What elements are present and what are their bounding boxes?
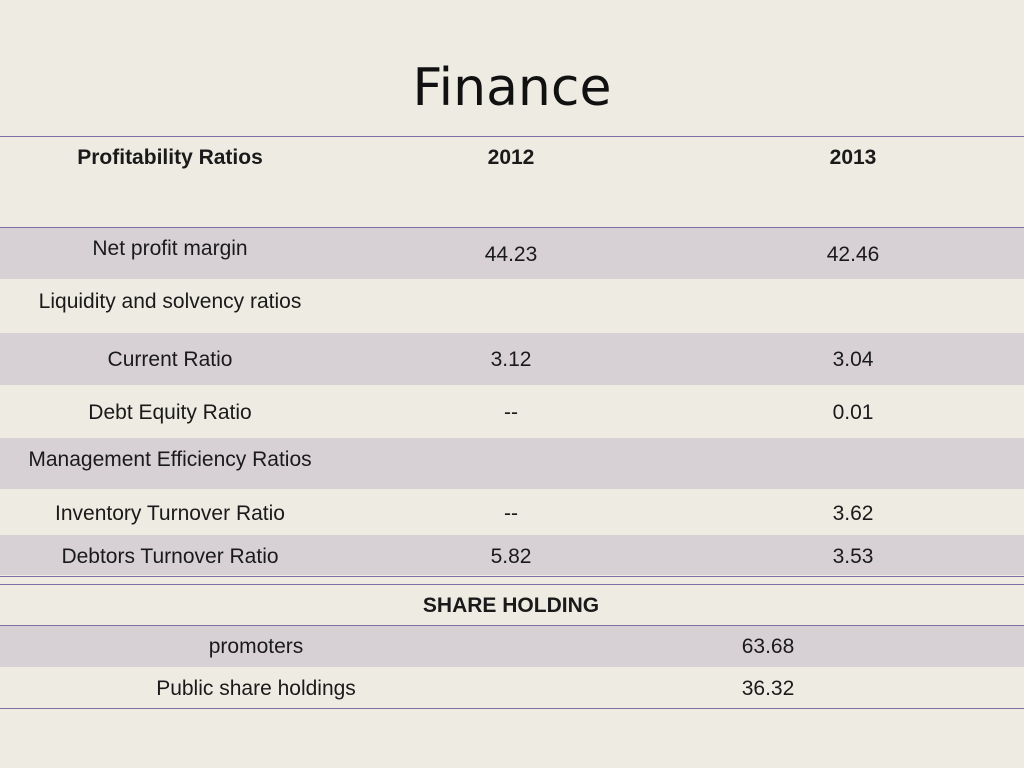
table-row-band bbox=[0, 438, 1024, 489]
row-label: Liquidity and solvency ratios bbox=[38, 290, 302, 313]
share-holding-header: SHARE HOLDING bbox=[422, 594, 600, 617]
table-row-band bbox=[0, 228, 1024, 279]
header-2012: 2012 bbox=[487, 146, 535, 169]
row-value-2013: 0.01 bbox=[832, 401, 874, 424]
share-row-value: 63.68 bbox=[741, 635, 795, 658]
table-row-band bbox=[0, 535, 1024, 575]
share-top-rule bbox=[0, 584, 1024, 585]
table-header-rule bbox=[0, 227, 1024, 228]
table-row-band bbox=[0, 333, 1024, 385]
row-label: Debt Equity Ratio bbox=[88, 401, 252, 424]
row-value-2012: 3.12 bbox=[490, 348, 532, 371]
row-label: Current Ratio bbox=[107, 348, 233, 371]
share-row-value: 36.32 bbox=[741, 677, 795, 700]
share-row-label: Public share holdings bbox=[156, 677, 356, 700]
row-value-2013: 3.53 bbox=[832, 545, 874, 568]
row-value-2013: 3.62 bbox=[832, 502, 874, 525]
row-value-2012: 44.23 bbox=[484, 243, 538, 266]
page-title: Finance bbox=[412, 58, 612, 118]
row-value-2012: -- bbox=[504, 502, 518, 525]
table-row-band bbox=[0, 626, 1024, 667]
header-2013: 2013 bbox=[829, 146, 877, 169]
row-label: Debtors Turnover Ratio bbox=[61, 545, 279, 568]
row-value-2012: 5.82 bbox=[490, 545, 532, 568]
row-value-2013: 3.04 bbox=[832, 348, 874, 371]
row-label: Inventory Turnover Ratio bbox=[55, 502, 285, 525]
share-bottom-rule bbox=[0, 708, 1024, 709]
share-header-rule bbox=[0, 625, 1024, 626]
share-row-label: promoters bbox=[208, 635, 304, 658]
row-value-2012: -- bbox=[504, 401, 518, 424]
row-value-2013: 42.46 bbox=[826, 243, 880, 266]
table-top-rule bbox=[0, 136, 1024, 137]
header-profitability-ratios: Profitability Ratios bbox=[77, 146, 263, 169]
row-label: Management Efficiency Ratios bbox=[28, 448, 312, 471]
row-label: Net profit margin bbox=[92, 237, 248, 260]
table-bottom-rule bbox=[0, 576, 1024, 577]
